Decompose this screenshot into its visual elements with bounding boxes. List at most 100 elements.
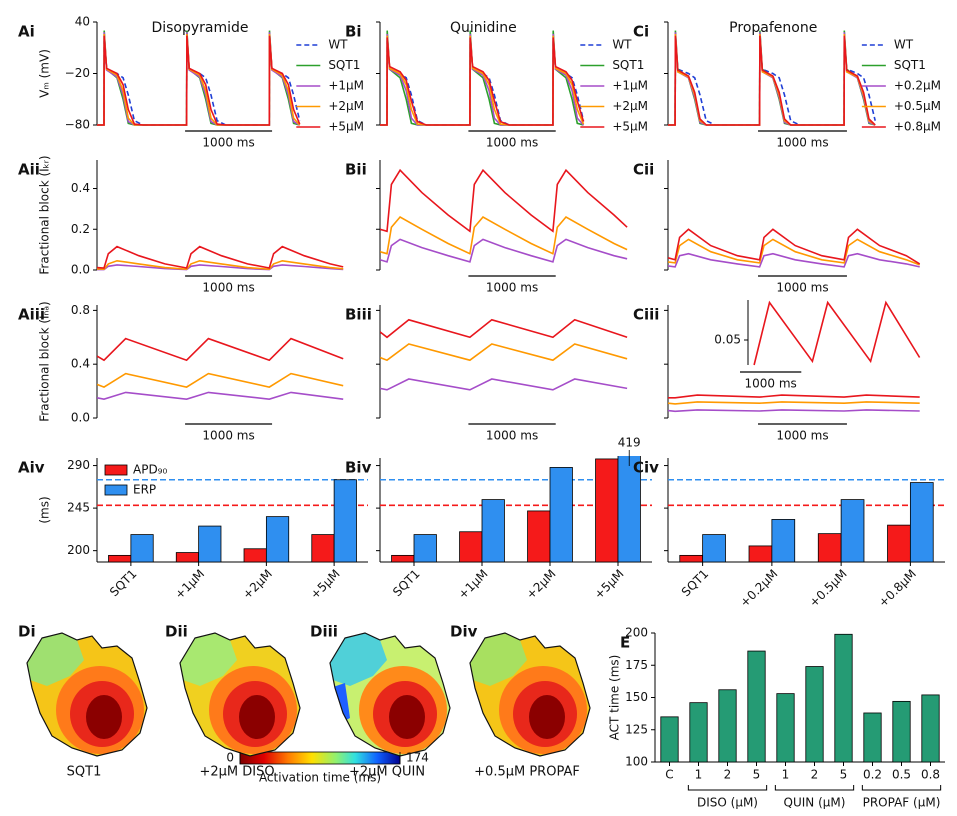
heart-region bbox=[330, 633, 387, 686]
trace bbox=[97, 337, 344, 362]
trace bbox=[753, 300, 921, 366]
legend-label: SQT1 bbox=[894, 58, 926, 72]
column-title: Disopyramide bbox=[151, 20, 248, 36]
trace bbox=[380, 318, 628, 339]
panel-label: Bi bbox=[345, 23, 362, 41]
trace bbox=[668, 394, 920, 399]
legend-label: APD₉₀ bbox=[133, 463, 167, 477]
y-tick-label: 0.2 bbox=[71, 222, 90, 236]
x-tick-label: +0.2μM bbox=[737, 567, 780, 610]
x-tick-label: 1 bbox=[782, 768, 790, 782]
trace bbox=[380, 35, 585, 126]
heart-region bbox=[389, 695, 425, 739]
heart-outline bbox=[469, 632, 591, 757]
bar bbox=[413, 534, 437, 563]
trace bbox=[380, 378, 628, 391]
bar bbox=[863, 712, 882, 763]
legend-label: +1μM bbox=[612, 79, 648, 93]
x-tick-label: 5 bbox=[840, 768, 848, 782]
y-axis-label: ACT time (ms) bbox=[608, 655, 622, 741]
group-bracket bbox=[861, 785, 942, 791]
bar bbox=[549, 467, 573, 563]
panel-label: Biv bbox=[345, 459, 372, 477]
panel-label: Di bbox=[18, 623, 36, 641]
trace bbox=[380, 33, 585, 126]
group-bracket bbox=[687, 785, 768, 791]
bar bbox=[243, 548, 267, 563]
heart-caption: +0.5μM PROPAF bbox=[474, 765, 580, 780]
bar bbox=[747, 650, 766, 763]
x-tick-label: +0.5μM bbox=[806, 567, 849, 610]
x-tick-label: +2μM bbox=[523, 567, 558, 602]
heart-map bbox=[330, 633, 450, 756]
trace bbox=[97, 35, 301, 126]
heart-outline bbox=[329, 632, 451, 757]
bar bbox=[689, 702, 708, 763]
trace bbox=[97, 32, 301, 126]
trace bbox=[380, 238, 628, 263]
y-tick-label: 0.05 bbox=[714, 333, 741, 347]
y-tick-label: 175 bbox=[625, 658, 648, 672]
heart-region bbox=[180, 633, 237, 686]
x-tick-label: 1 bbox=[695, 768, 703, 782]
scale-bar-label: 1000 ms bbox=[744, 377, 796, 391]
trace bbox=[668, 252, 920, 268]
scale-bar-label: 1000 ms bbox=[776, 281, 828, 295]
legend-label: +1μM bbox=[328, 79, 364, 93]
bar bbox=[887, 524, 911, 563]
value-label: 419 bbox=[618, 436, 641, 450]
heart-region bbox=[529, 695, 565, 739]
column-title: Quinidine bbox=[450, 20, 517, 36]
x-tick-label: SQT1 bbox=[679, 567, 712, 600]
bar bbox=[660, 716, 679, 763]
legend-label: +5μM bbox=[612, 120, 648, 134]
y-axis-label: Fractional block (Iₙₐ) bbox=[38, 301, 52, 421]
heart-region bbox=[470, 633, 527, 686]
bar bbox=[108, 554, 132, 563]
trace bbox=[380, 215, 628, 255]
legend-label: +0.2μM bbox=[894, 79, 941, 93]
bar bbox=[771, 519, 796, 563]
panel-label: Aii bbox=[18, 161, 40, 179]
scale-bar-label: 1000 ms bbox=[776, 429, 828, 443]
legend-label: WT bbox=[328, 38, 348, 52]
trace bbox=[380, 37, 585, 126]
x-tick-label: 0.8 bbox=[921, 768, 940, 782]
colorbar-label: Activation time (ms) bbox=[259, 771, 381, 785]
trace bbox=[668, 228, 921, 265]
x-tick-label: 2 bbox=[811, 768, 819, 782]
trace bbox=[668, 40, 876, 126]
bar bbox=[748, 545, 773, 563]
bar bbox=[527, 510, 551, 563]
panel-label: Diii bbox=[310, 623, 338, 641]
y-tick-label: 200 bbox=[67, 543, 90, 557]
bar bbox=[776, 693, 795, 763]
y-tick-label: 245 bbox=[67, 501, 90, 515]
scale-bar-label: 1000 ms bbox=[486, 429, 538, 443]
panel-label: Aiv bbox=[18, 459, 45, 477]
y-tick-label: 0.8 bbox=[71, 303, 90, 317]
panel-label: Aiii bbox=[18, 306, 45, 324]
heart-caption: SQT1 bbox=[67, 765, 102, 780]
legend-label: +2μM bbox=[328, 99, 364, 113]
panel-label: Div bbox=[450, 623, 478, 641]
trace bbox=[97, 372, 344, 388]
bar bbox=[702, 534, 726, 563]
heart-region bbox=[86, 695, 122, 739]
scale-bar-label: 1000 ms bbox=[202, 136, 254, 150]
trace bbox=[97, 245, 344, 269]
heart-caption: +2μM QUIN bbox=[349, 765, 425, 780]
trace bbox=[97, 259, 344, 271]
x-tick-label: 5 bbox=[753, 768, 761, 782]
scale-bar-label: 1000 ms bbox=[202, 281, 254, 295]
legend-label: ERP bbox=[133, 483, 156, 497]
x-tick-label: +0.8μM bbox=[876, 567, 919, 610]
panel-label: Cii bbox=[633, 161, 654, 179]
trace bbox=[97, 33, 301, 126]
heart-map bbox=[180, 633, 300, 756]
heart-region bbox=[27, 633, 84, 686]
panel-label: Ci bbox=[633, 23, 649, 41]
y-axis-label: (ms) bbox=[38, 496, 52, 523]
group-label: DISO (μM) bbox=[697, 796, 758, 810]
